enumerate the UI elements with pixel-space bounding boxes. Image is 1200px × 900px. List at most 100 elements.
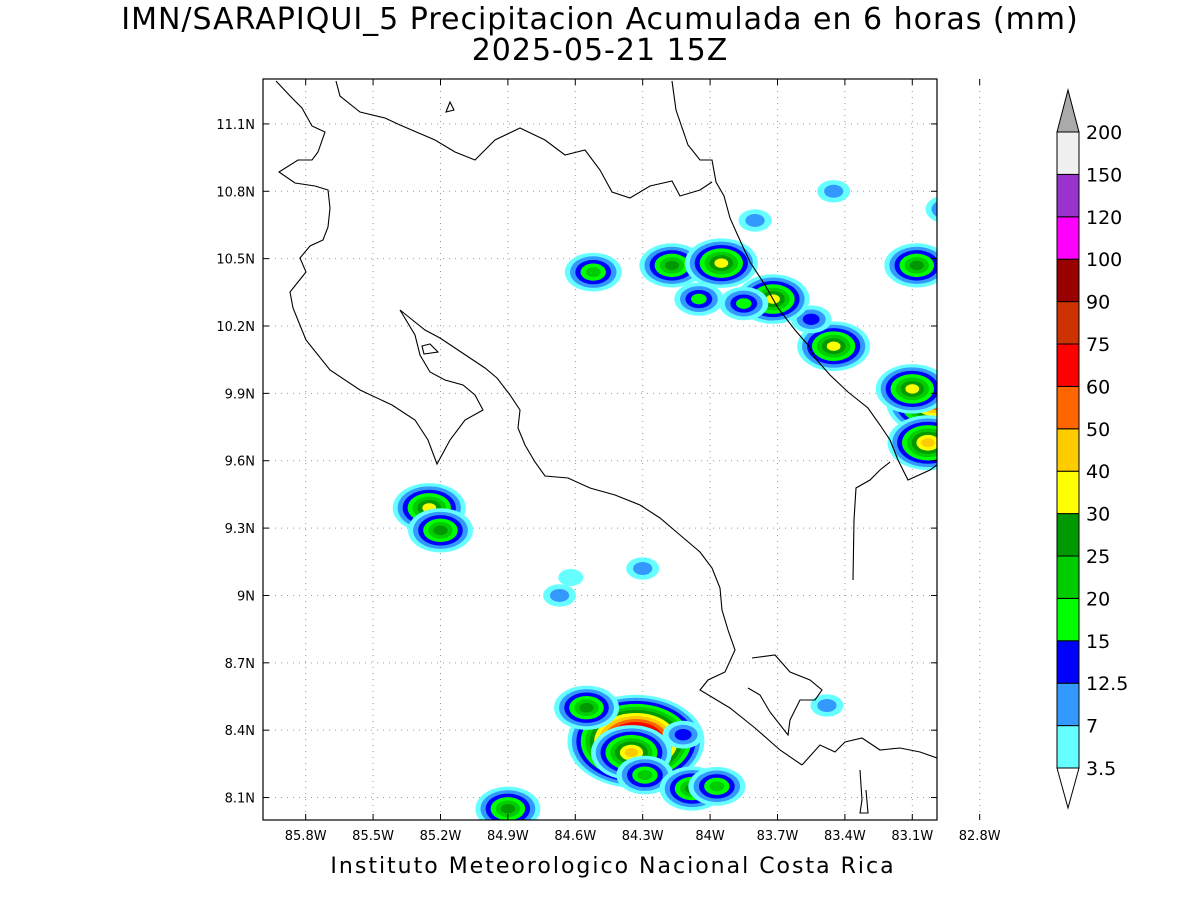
precip-cell [684, 238, 758, 288]
precip-contour [961, 224, 976, 234]
y-axis: 11.1N 10.8N 10.5N 10.2N 9.9N 9.6N 9.3N 9N 8.7N 8.… [216, 118, 937, 807]
colorbar-segment [1056, 301, 1080, 345]
precip-contour [624, 748, 639, 758]
precip-contour [585, 267, 601, 278]
footer-credit: Instituto Meteorologico Nacional Costa R… [330, 854, 896, 879]
precip-contour [664, 260, 679, 271]
precip-cell [738, 209, 772, 232]
precip-cell [884, 243, 937, 288]
colorbar-segment [1056, 216, 1080, 260]
colorbar-segment [1056, 385, 1080, 430]
precip-cell [688, 766, 746, 806]
colorbar-segment [1056, 428, 1080, 472]
precip-contour [735, 298, 752, 309]
colorbar-label: 120 [1086, 207, 1122, 229]
precip-contour [709, 781, 725, 792]
precip-contour [940, 394, 997, 433]
precip-contour [921, 438, 935, 448]
precip-contour [956, 405, 981, 422]
x-axis: 85.8W 85.5W 85.2W 84.9W 84.6W 84.3W 84W 83.7W 83… [285, 79, 1001, 844]
precip-cell [956, 634, 989, 656]
y-tick-label: 9.6N [225, 455, 255, 470]
colorbar-label: 7 [1086, 716, 1098, 738]
precip-contour [802, 313, 820, 325]
colorbar-label: 90 [1086, 292, 1110, 314]
precip-contour [549, 588, 570, 602]
precip-contour [674, 728, 692, 741]
precip-contour [714, 258, 729, 268]
colorbar-label: 3.5 [1086, 758, 1116, 780]
precip-contour [691, 293, 707, 305]
colorbar-over-arrow [1056, 88, 1080, 133]
plot-frame [262, 78, 938, 821]
nicaragua-lake-shore [335, 80, 713, 199]
x-tick-label: 85.8W [285, 829, 327, 844]
colorbar-segment [1056, 513, 1080, 557]
precip-cell [887, 415, 937, 471]
precip-cell [940, 210, 997, 249]
colorbar-segment [1056, 597, 1080, 642]
colorbar-segment [1056, 173, 1080, 218]
colorbar: 3.5 7 12.5 15 20 25 30 40 50 60 75 90 100 120 150 200 [1056, 88, 1128, 810]
y-tick-label: 9N [237, 589, 255, 604]
x-tick-label: 85.5W [352, 829, 394, 844]
y-tick-label: 8.1N [225, 792, 255, 807]
colorbar-label: 30 [1086, 504, 1110, 526]
precip-contour [945, 214, 991, 246]
precip-contour [633, 562, 653, 576]
colorbar-segment [1056, 555, 1080, 599]
precip-contour [637, 770, 653, 781]
y-tick-label: 9.3N [225, 522, 255, 537]
precip-contour [951, 217, 987, 241]
precip-contour [909, 260, 924, 271]
y-tick-label: 8.4N [225, 724, 255, 739]
colorbar-segment [1056, 470, 1080, 515]
x-tick-label: 82.8W [959, 829, 1001, 844]
precip-cell [940, 394, 997, 433]
precip-contour [826, 341, 841, 351]
x-tick-label: 84.6W [554, 829, 596, 844]
precip-contour [938, 204, 955, 215]
y-tick-label: 10.5N [216, 253, 255, 268]
x-tick-label: 85.2W [420, 829, 462, 844]
precipitation-field [392, 180, 997, 820]
colorbar-label: 15 [1086, 631, 1110, 653]
precip-contour [956, 634, 989, 656]
panama-border-south [801, 737, 937, 814]
caribbean-coast [671, 80, 937, 481]
x-tick-label: 84W [695, 829, 725, 844]
precip-contour [951, 401, 987, 425]
colorbar-label: 40 [1086, 461, 1110, 483]
precip-contour [500, 803, 515, 814]
precip-cell [925, 196, 955, 222]
colorbar-segment [1056, 343, 1080, 387]
precip-contour [433, 525, 448, 536]
precip-cell [564, 252, 622, 292]
colorbar-label: 100 [1086, 249, 1122, 271]
precip-contour [940, 210, 997, 249]
colorbar-segment [1056, 682, 1080, 727]
precip-contour [817, 698, 837, 712]
map-timestamp: 2025-05-21 15Z [471, 33, 729, 68]
colorbar-segment [1056, 640, 1080, 684]
coastline [275, 80, 937, 814]
precip-cell [626, 557, 660, 580]
precip-cell [817, 180, 851, 203]
precip-cell [475, 786, 541, 820]
colorbar-segment [1056, 725, 1080, 769]
colorbar-segment [1056, 131, 1080, 175]
x-tick-label: 83.1W [891, 829, 933, 844]
colorbar-label: 12.5 [1086, 673, 1128, 695]
colorbar-label: 150 [1086, 164, 1122, 186]
precip-contour [905, 384, 920, 394]
colorbar-label: 75 [1086, 334, 1110, 356]
precip-cell [719, 286, 769, 321]
precip-cell [407, 508, 473, 553]
x-tick-label: 83.7W [757, 829, 799, 844]
precip-contour [925, 196, 937, 222]
precip-contour [931, 201, 937, 217]
colorbar-label: 50 [1086, 419, 1110, 441]
panama-border-inland [852, 461, 891, 581]
precip-cell [554, 685, 620, 730]
precip-contour [956, 221, 981, 238]
